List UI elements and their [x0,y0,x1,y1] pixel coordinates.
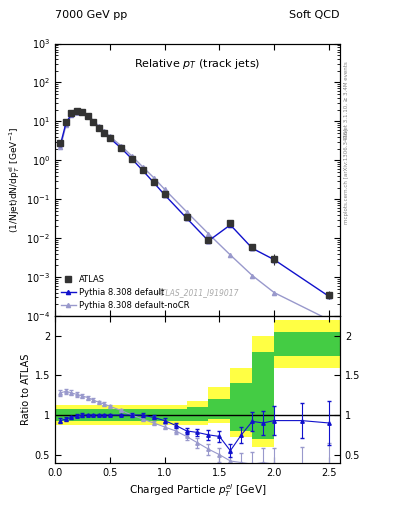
Y-axis label: Ratio to ATLAS: Ratio to ATLAS [20,354,31,425]
Y-axis label: (1/Njet)dN/dp$^{\rm el}_T$ [GeV$^{-1}$]: (1/Njet)dN/dp$^{\rm el}_T$ [GeV$^{-1}$] [7,126,22,233]
Text: 7000 GeV pp: 7000 GeV pp [55,10,127,20]
Text: mcplots.cern.ch [arXiv:1306.3436]: mcplots.cern.ch [arXiv:1306.3436] [344,128,349,224]
Text: Soft QCD: Soft QCD [290,10,340,20]
Text: ATLAS_2011_I919017: ATLAS_2011_I919017 [156,288,239,297]
X-axis label: Charged Particle $p_T^{el}$ [GeV]: Charged Particle $p_T^{el}$ [GeV] [129,482,266,499]
Legend: ATLAS, Pythia 8.308 default, Pythia 8.308 default-noCR: ATLAS, Pythia 8.308 default, Pythia 8.30… [59,273,191,312]
Text: Relative $p_T$ (track jets): Relative $p_T$ (track jets) [134,57,261,71]
Text: Rivet 3.1.10, ≥ 3.4M events: Rivet 3.1.10, ≥ 3.4M events [344,61,349,138]
